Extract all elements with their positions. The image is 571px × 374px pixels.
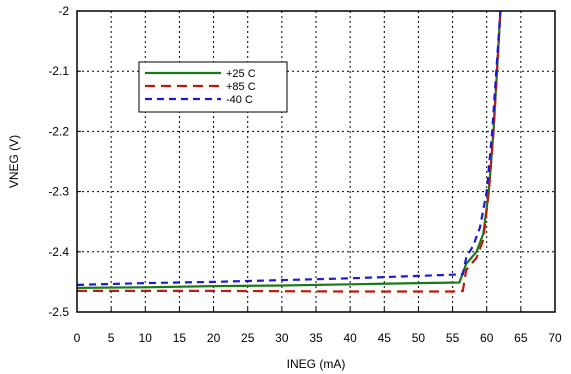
series-line [77,10,502,293]
legend-label: +25 C [226,68,256,80]
y-tick-label: -2.4 [48,245,69,259]
tick-labels: 0 5 10 15 20 25 30 35 40 45 50 55 60 65 70 -2.5 -2.4 -2.3… [48,4,562,345]
x-tick-label: 35 [309,331,323,345]
y-tick-label: -2.2 [48,124,69,138]
x-tick-label: 65 [514,331,528,345]
series-line [76,10,502,289]
y-tick-label: -2.5 [48,305,69,319]
x-tick-label: 30 [275,331,289,345]
x-tick-label: 5 [108,331,115,345]
y-tick-label: -2.1 [48,64,69,78]
y-axis-title: VNEG (V) [7,135,21,188]
x-tick-label: 20 [207,331,221,345]
x-tick-label: 60 [480,331,494,345]
x-tick-label: 40 [343,331,357,345]
x-tick-label: 50 [412,331,426,345]
x-axis-title: INEG (mA) [287,357,346,371]
x-tick-label: 45 [378,331,392,345]
x-tick-label: 25 [241,331,255,345]
x-tick-label: 10 [139,331,153,345]
y-tick-label: -2.3 [48,185,69,199]
y-tick-label: -2 [58,4,69,18]
series-line [76,10,502,286]
legend-label: +85 C [226,81,256,93]
x-tick-label: 15 [173,331,187,345]
x-tick-label: 0 [74,331,81,345]
grid-layer [77,11,555,312]
legend: +25 C+85 C-40 C [138,61,288,113]
series-layer [76,10,502,293]
legend-label: -40 C [226,94,253,106]
x-tick-label: 70 [548,331,562,345]
x-tick-label: 55 [446,331,460,345]
